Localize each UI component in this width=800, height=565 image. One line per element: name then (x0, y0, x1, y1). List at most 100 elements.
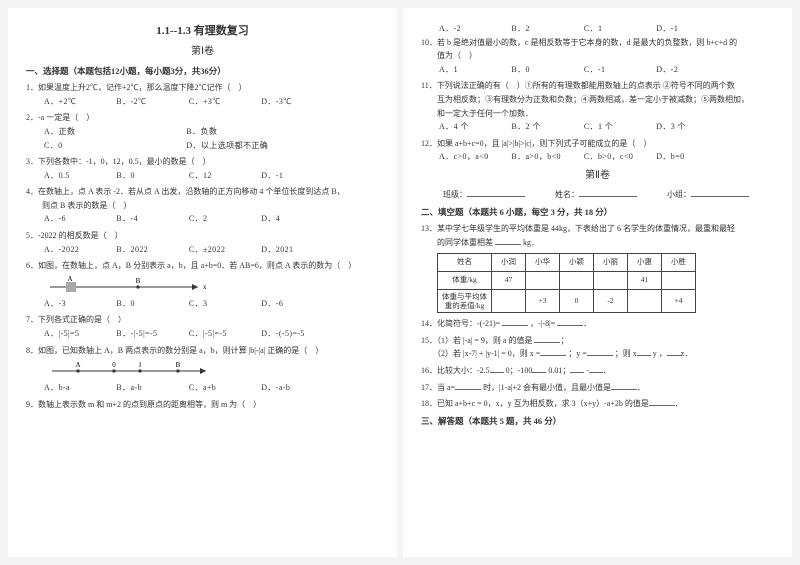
q14-blank-1 (502, 318, 528, 326)
q6-opt-b: B．0 (116, 297, 186, 311)
q18-stem: 18．已知 a+b+c = 0，x，y 互为相反数，求 3（x+y）-a+2b … (421, 399, 649, 408)
th-6: 小胜 (662, 254, 696, 272)
svg-text:B: B (136, 277, 141, 285)
q4-opt-a: A．-6 (44, 212, 114, 226)
q11-stem-1: 11．下列说法正确的有（ ）①所有的有理数都能用数轴上的点表示 ②符号不同的两个… (421, 79, 774, 93)
number-line-a0b-icon: A 0 1 B (48, 360, 218, 378)
q15-line1: 15．（1）若 |-a| = 9，则 a 的值是 ； (421, 334, 774, 348)
q9-opt-c: C．1 (584, 22, 654, 36)
table-row: 体重与平均体 重的差值/kg +3 0 -2 +4 (438, 290, 696, 313)
q5-options: A．-2022 B．2022 C．±2022 D．2021 (26, 243, 379, 257)
q13-unit: kg． (523, 238, 539, 247)
q10-opt-c: C．-1 (584, 63, 654, 77)
q11-opt-b: B．2 个 (511, 120, 581, 134)
q3-stem: 3．下列各数中：-1，0，12，0.5，最小的数是（ ） (26, 155, 379, 169)
q11-opt-d: D．3 个 (656, 120, 726, 134)
q16-blank-2 (532, 365, 546, 373)
q2-options-1: A．正数 B．负数 (26, 125, 379, 139)
q5-opt-c: C．±2022 (189, 243, 259, 257)
q11-opt-c: C．1 个 (584, 120, 654, 134)
question-8: 8．如图，已知数轴上 A，B 两点表示的数分别是 a，b，则计算 |b|-|a|… (26, 344, 379, 395)
q9-options: A．-2 B．2 C．1 D．-1 (421, 22, 774, 36)
question-4: 4．在数轴上，点 A 表示 -2．若从点 A 出发，沿数轴的正方向移动 4 个单… (26, 185, 379, 226)
table-row: 体重/kg 47 41 (438, 272, 696, 290)
q14-stem: 14．化简符号：-(-21)= (421, 319, 500, 328)
page-right: A．-2 B．2 C．1 D．-1 10．若 b 是绝对值最小的数，c 是相反数… (403, 8, 792, 557)
main-title: 1.1--1.3 有理数复习 (26, 22, 379, 41)
q5-opt-b: B．2022 (116, 243, 186, 257)
q11-opt-a: A．4 个 (439, 120, 509, 134)
r1c4 (560, 272, 594, 290)
q9-opt-b: B．2 (511, 22, 581, 36)
q15-blank-4 (637, 348, 651, 356)
q12-options: A．c>0，a<0 B．a>0，b<0 C．b>0，c<0 D．b=0 (421, 150, 774, 164)
q10-opt-a: A．1 (439, 63, 509, 77)
q13-stem-2: 的同学体重相差 kg． (421, 236, 774, 250)
q15-blank-5 (667, 348, 681, 356)
r2c3: +3 (526, 290, 560, 313)
q10-stem-2: 值为（ ） (421, 49, 774, 63)
q3-opt-a: A．0.5 (44, 169, 114, 183)
q9-stem: 9．数轴上表示数 m 和 m+2 的点到原点的距离相等，则 m 为（ ） (26, 398, 379, 412)
question-1: 1．如果温度上升2℃，记作+2℃，那么温度下降2℃记作（ ） A．+2℃ B．-… (26, 81, 379, 108)
q2-opt-b: B．负数 (186, 125, 326, 139)
q12-opt-b: B．a>0，b<0 (511, 150, 581, 164)
r2c5: -2 (594, 290, 628, 313)
svg-text:A: A (75, 361, 80, 369)
question-5: 5．-2022 的相反数是（ ） A．-2022 B．2022 C．±2022 … (26, 229, 379, 256)
svg-text:B: B (176, 361, 181, 369)
q3-options: A．0.5 B．0 C．12 D．-1 (26, 169, 379, 183)
th-4: 小丽 (594, 254, 628, 272)
q15-2a: （2）若 |x-7| + |y-1| = 0，则 x = (421, 349, 540, 358)
th-2: 小华 (526, 254, 560, 272)
section-3-heading: 三、解答题（本题共 5 题，共 46 分） (421, 414, 774, 428)
q15-2b: ；y = (568, 349, 587, 358)
q1-opt-c: C．+3℃ (189, 95, 259, 109)
q5-opt-d: D．2021 (261, 243, 331, 257)
q1-opt-b: B．-2℃ (116, 95, 186, 109)
q16-blank-1 (490, 365, 504, 373)
q5-opt-a: A．-2022 (44, 243, 114, 257)
q2-stem: 2．-a 一定是（ ） (26, 111, 379, 125)
q2-options-2: C．0 D．以上选项都不正确 (26, 139, 379, 153)
q3-opt-d: D．-1 (261, 169, 331, 183)
sub-title-2: 第Ⅱ卷 (421, 167, 774, 184)
svg-text:x: x (203, 283, 207, 291)
q15-blank-3 (587, 348, 613, 356)
q6-stem: 6．如图，在数轴上，点 A，B 分别表示 a，b，且 a+b=0．若 AB=6，… (26, 259, 379, 273)
class-line: 班级： 姓名： 小组： (443, 188, 774, 202)
svg-text:A: A (67, 276, 72, 283)
q7-options: A．|-5|=5 B．-|-5|=-5 C．|-5|=-5 D．-(-5)=-5 (26, 327, 379, 341)
q16-stem: 16．比较大小：-2.5 (421, 366, 490, 375)
weight-table: 姓名 小润 小华 小颖 小丽 小惠 小胜 体重/kg 47 41 体重与平均体 (437, 253, 696, 313)
q8-opt-a: A．b-a (44, 381, 114, 395)
section-1-heading: 一、选择题（本题包括12小题，每小题3分，共36分） (26, 64, 379, 78)
q7-opt-a: A．|-5|=5 (44, 327, 114, 341)
r1c7 (662, 272, 696, 290)
q12-opt-a: A．c>0，a<0 (439, 150, 509, 164)
name-label: 姓名： (555, 190, 579, 199)
question-9: 9．数轴上表示数 m 和 m+2 的点到原点的距离相等，则 m 为（ ） (26, 398, 379, 412)
q14-blank-2 (557, 318, 583, 326)
class-label: 班级： (443, 190, 467, 199)
q6-opt-a: A．-3 (44, 297, 114, 311)
q10-stem-1: 10．若 b 是绝对值最小的数，c 是相反数等于它本身的数，d 是最大的负整数，… (421, 36, 774, 50)
question-10: 10．若 b 是绝对值最小的数，c 是相反数等于它本身的数，d 是最大的负整数，… (421, 36, 774, 77)
q17-blank-2 (611, 382, 637, 390)
q6-opt-c: C．3 (189, 297, 259, 311)
svg-text:0: 0 (112, 361, 116, 369)
q14-mid: ，-|-8|= (530, 319, 555, 328)
q15-stem: 15．（1）若 |-a| = 9，则 a 的值是 (421, 336, 532, 345)
th-1: 小润 (492, 254, 526, 272)
q11-stem-3: 和一定大于任何一个加数． (421, 107, 774, 121)
question-17: 17．当 a= 时，|1-a|+2 会有最小值，且最小值是． (421, 381, 774, 395)
class-blank (467, 188, 525, 197)
r1c5 (594, 272, 628, 290)
q4-stem-1: 4．在数轴上，点 A 表示 -2．若从点 A 出发，沿数轴的正方向移动 4 个单… (26, 185, 379, 199)
number-line-ab-icon: A B x (48, 276, 208, 294)
q1-opt-d: D．-3℃ (261, 95, 331, 109)
th-name: 姓名 (438, 254, 492, 272)
group-label: 小组： (667, 190, 691, 199)
q2-opt-c: C．0 (44, 139, 184, 153)
q12-opt-d: D．b=0 (656, 150, 726, 164)
